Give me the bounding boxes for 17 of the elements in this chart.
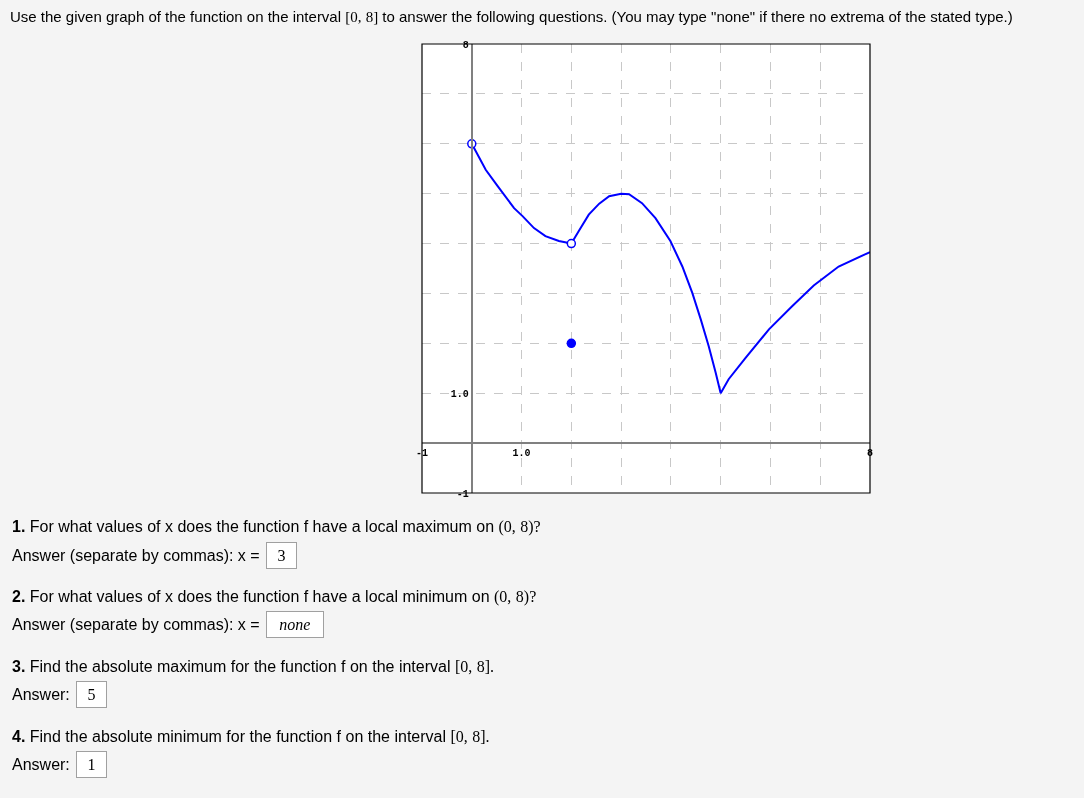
- text: none: [279, 616, 311, 633]
- text: 2. For what values of x does the function f have a local minimum on (0, 8)?: [12, 588, 537, 606]
- text: 1. For what values of x does the function f have a local maximum on (0, 8)?: [12, 518, 541, 536]
- text: 5: [87, 686, 96, 703]
- text: Answer:: [12, 686, 70, 703]
- text: 3. Find the absolute maximum for the function f on the interval [0, 8].: [12, 658, 495, 675]
- text: 1: [87, 756, 96, 773]
- y-tick-label: 8: [462, 39, 469, 51]
- text: Answer (separate by commas): x =: [12, 547, 260, 564]
- text: 4. Find the absolute minimum for the function f on the interval [0, 8].: [12, 728, 490, 745]
- y-tick-label: 1.0: [450, 388, 469, 400]
- text: Answer (separate by commas): x =: [12, 616, 260, 633]
- chart-title: Use the given graph of the function on the interval [0, 8] to answer the following questions. (You may type "none" if there no extrema of the stated type.): [10, 8, 1013, 26]
- x-tick-label: 1.0: [512, 448, 531, 460]
- y-tick-label: -1: [456, 488, 469, 500]
- text: Answer:: [12, 756, 70, 773]
- text: 3: [277, 547, 286, 564]
